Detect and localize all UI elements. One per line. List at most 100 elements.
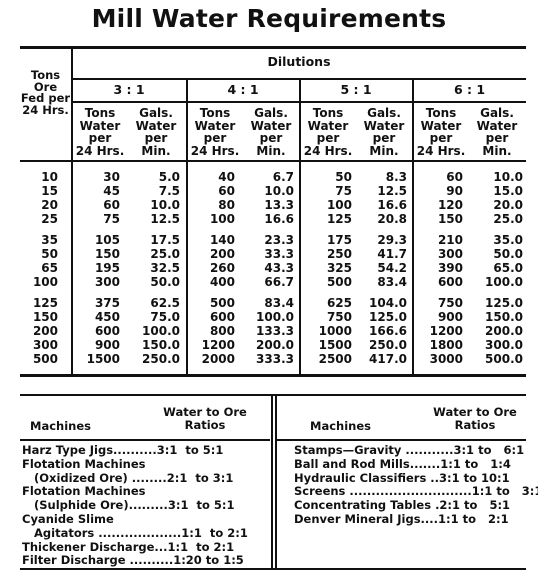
d61-tons-cell: 600: [437, 275, 463, 289]
d31-tons-cell: 450: [94, 310, 120, 324]
d61-gals-cell: 50.0: [493, 247, 523, 261]
bottom-top-rule: [20, 394, 526, 396]
d51-gals-cell: 417.0: [369, 352, 407, 366]
d41-tons-cell: 600: [209, 310, 235, 324]
d41-tons-cell: 60: [218, 184, 235, 198]
d51-tons-cell: 125: [326, 212, 352, 226]
d61-gals-cell: 15.0: [493, 184, 523, 198]
d41-tons-cell: 40: [218, 170, 235, 184]
d61-tons-cell: 1800: [429, 338, 463, 352]
d51-gals-cell: 166.6: [369, 324, 407, 338]
d61-gals-cell: 20.0: [493, 198, 523, 212]
d61-tons-cell: 3000: [429, 352, 463, 366]
d41-gals-cell: 83.4: [264, 296, 294, 310]
d31-tons-cell: 30: [103, 170, 120, 184]
section-divider: [271, 394, 273, 570]
d51-gals-cell: 125.0: [369, 310, 407, 324]
d31-tons-cell: 300: [94, 275, 120, 289]
d31-gals-cell: 100.0: [142, 324, 180, 338]
d41-gals-cell: 333.3: [256, 352, 294, 366]
d51-tons-cell: 75: [335, 184, 352, 198]
d41-gals-cell: 13.3: [264, 198, 294, 212]
ratio-row: Ball and Rod Mills.......1:1 to 1:4: [294, 456, 511, 471]
tons-ore-cell: 100: [32, 275, 58, 289]
col-divider: [186, 78, 188, 376]
d41-tons-cell: 500: [209, 296, 235, 310]
d61-gals-cell: 100.0: [485, 275, 523, 289]
tons-ore-cell: 50: [41, 247, 58, 261]
section-divider: [275, 394, 277, 570]
d31-tons-cell: 900: [94, 338, 120, 352]
d31-tons-cell: 195: [94, 261, 120, 275]
col-divider: [299, 78, 301, 376]
d51-gals-cell: 16.6: [377, 198, 407, 212]
tons-ore-cell: 125: [32, 296, 58, 310]
table-top-rule: [20, 46, 526, 49]
d61-tons-cell: 210: [437, 233, 463, 247]
tons-water-header: Tons Water per 24 Hrs.: [416, 106, 466, 158]
d51-tons-cell: 1000: [318, 324, 352, 338]
gals-water-header: Gals. Water per Min.: [476, 106, 518, 158]
d51-tons-cell: 750: [326, 310, 352, 324]
dilution-5-1: 5 : 1: [340, 82, 372, 97]
table-bottom-rule: [20, 374, 526, 377]
tons-fed-header: Tons Ore Fed per 24 Hrs.: [20, 68, 71, 117]
d61-gals-cell: 35.0: [493, 233, 523, 247]
d31-gals-cell: 62.5: [150, 296, 180, 310]
ratio-row: Stamps—Gravity ...........3:1 to 6:1: [294, 443, 525, 457]
ratio-row: Cyanide Slime: [22, 512, 114, 526]
left-header-rule: [20, 439, 270, 441]
ratio-row: Harz Type Jigs..........3:1 to 5:1: [22, 443, 224, 457]
d51-gals-cell: 41.7: [377, 247, 407, 261]
d61-tons-cell: 750: [437, 296, 463, 310]
tons-ore-cell: 15: [41, 184, 58, 198]
tons-water-header: Tons Water per 24 Hrs.: [303, 106, 353, 158]
d31-gals-cell: 150.0: [142, 338, 180, 352]
d51-tons-cell: 625: [326, 296, 352, 310]
gals-water-header: Gals. Water per Min.: [135, 106, 177, 158]
d51-tons-cell: 50: [335, 170, 352, 184]
col-divider: [412, 78, 414, 376]
d51-tons-cell: 100: [326, 198, 352, 212]
water-requirements-table: Tons Ore Fed per 24 Hrs. Dilutions 3 : 1 4…: [20, 46, 526, 377]
d41-gals-cell: 133.3: [256, 324, 294, 338]
d51-gals-cell: 104.0: [369, 296, 407, 310]
d51-tons-cell: 1500: [318, 338, 352, 352]
d31-gals-cell: 25.0: [150, 247, 180, 261]
d61-tons-cell: 900: [437, 310, 463, 324]
tons-ore-cell: 150: [32, 310, 58, 324]
d61-tons-cell: 60: [446, 170, 463, 184]
d31-gals-cell: 10.0: [150, 198, 180, 212]
d61-gals-cell: 150.0: [485, 310, 523, 324]
header-rule: [20, 160, 526, 162]
d51-gals-cell: 12.5: [377, 184, 407, 198]
d41-gals-cell: 23.3: [264, 233, 294, 247]
d31-gals-cell: 17.5: [150, 233, 180, 247]
bottom-rule: [20, 568, 526, 570]
d61-gals-cell: 65.0: [493, 261, 523, 275]
d51-tons-cell: 2500: [318, 352, 352, 366]
d41-tons-cell: 2000: [201, 352, 235, 366]
d41-gals-cell: 200.0: [256, 338, 294, 352]
d61-tons-cell: 120: [437, 198, 463, 212]
d51-tons-cell: 500: [326, 275, 352, 289]
ratio-row: Filter Discharge ..........1:20 to 1:5: [22, 553, 244, 568]
d51-tons-cell: 175: [326, 233, 352, 247]
ratio-header-left: Water to Ore Ratios: [163, 405, 247, 432]
d51-gals-cell: 8.3: [385, 170, 407, 184]
tons-ore-cell: 25: [41, 212, 58, 226]
d41-gals-cell: 66.7: [264, 275, 294, 289]
tons-ore-cell: 300: [32, 338, 58, 352]
machines-header-left: Machines: [30, 419, 91, 433]
tons-ore-cell: 65: [41, 261, 58, 275]
page-title: Mill Water Requirements: [91, 4, 447, 33]
d41-tons-cell: 1200: [201, 338, 235, 352]
ratio-row: Flotation Machines: [22, 456, 146, 471]
col-divider: [71, 46, 73, 376]
d31-gals-cell: 75.0: [150, 310, 180, 324]
d61-gals-cell: 500.0: [485, 352, 523, 366]
d41-tons-cell: 140: [209, 233, 235, 247]
ratio-row: (Oxidized Ore) ........2:1 to 3:1: [22, 470, 234, 485]
d31-tons-cell: 1500: [86, 352, 120, 366]
d61-gals-cell: 300.0: [485, 338, 523, 352]
